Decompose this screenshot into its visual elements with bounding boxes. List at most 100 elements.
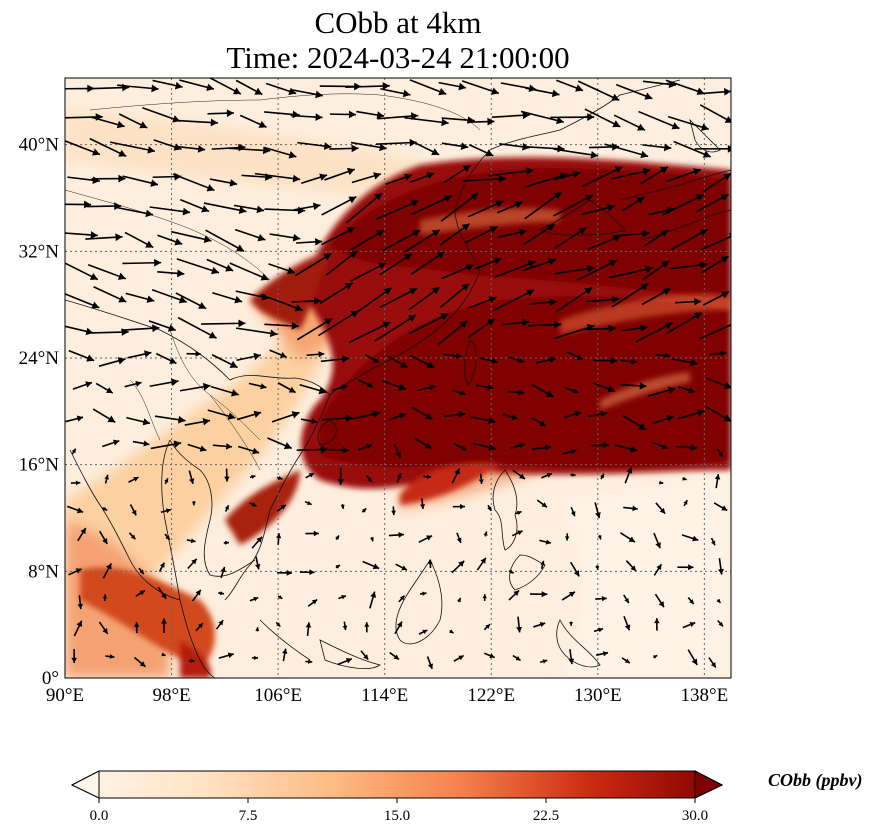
- wind-arrow-57: [375, 138, 417, 147]
- wind-arrow-239: [331, 384, 348, 392]
- wind-arrow-107: [496, 201, 524, 214]
- wind-arrow-282: [237, 445, 260, 455]
- wind-arrow-340: [594, 502, 601, 519]
- wind-arrow-283: [267, 437, 293, 450]
- lon-tick-label-5: 130°E: [574, 685, 622, 706]
- wind-arrow-392: [102, 594, 108, 602]
- wind-arrow-43: [638, 110, 680, 130]
- wind-arrow-53: [263, 146, 297, 159]
- wind-arrow-359: [483, 531, 488, 537]
- wind-arrow-303: [188, 470, 195, 485]
- wind-arrow-13: [438, 81, 467, 91]
- wind-arrow-416: [134, 622, 140, 634]
- wind-arrow-236: [248, 382, 267, 390]
- wind-arrow-335: [452, 503, 466, 510]
- wind-arrow-296: [652, 441, 669, 450]
- wind-arrow-254: [92, 408, 116, 423]
- wind-arrow-168: [260, 293, 303, 312]
- wind-arrow-144: [229, 262, 269, 281]
- wind-arrow-299: [70, 480, 81, 486]
- wind-arrow-442: [218, 652, 234, 659]
- wind-arrow-309: [365, 475, 373, 483]
- wind-arrow-74: [209, 178, 238, 187]
- wind-arrow-17: [555, 79, 584, 92]
- wind-arrow-3: [152, 79, 183, 90]
- wind-arrow-395: [191, 589, 202, 602]
- wind-arrow-82: [443, 164, 472, 184]
- wind-arrow-90: [665, 168, 702, 183]
- wind-arrow-177: [528, 298, 557, 307]
- wind-arrow-291: [510, 442, 526, 450]
- wind-arrow-148: [350, 262, 387, 282]
- wind-arrow-205: [665, 312, 703, 335]
- wind-arrow-19: [615, 83, 653, 100]
- colorbar-tick-label-0: 0.0: [90, 808, 109, 824]
- wind-arrow-327: [224, 504, 230, 512]
- wind-arrow-14: [461, 80, 500, 95]
- wind-arrow-81: [409, 172, 435, 184]
- wind-arrow-91: [702, 172, 731, 193]
- wind-arrow-210: [155, 352, 177, 365]
- wind-arrow-274: [677, 409, 705, 420]
- lon-tick-label-4: 122°E: [467, 685, 515, 706]
- wind-arrow-403: [419, 591, 427, 596]
- wind-arrow-444: [282, 648, 288, 662]
- wind-arrow-88: [611, 167, 651, 180]
- wind-arrow-439: [133, 656, 147, 668]
- wind-arrow-219: [409, 354, 435, 369]
- wind-arrow-366: [681, 534, 699, 542]
- coastlines: [65, 79, 731, 678]
- wind-arrow-215: [306, 351, 325, 358]
- wind-arrow-220: [443, 352, 462, 359]
- wind-arrow-6: [235, 79, 263, 96]
- wind-arrow-458: [687, 649, 698, 666]
- wind-arrow-426: [418, 629, 428, 635]
- wind-arrow-199: [502, 318, 530, 327]
- wind-arrow-342: [655, 502, 666, 515]
- lon-tick-label-6: 138°E: [681, 685, 729, 706]
- wind-arrow-156: [576, 259, 618, 282]
- wind-arrow-120: [205, 229, 245, 252]
- wind-arrow-435: [682, 621, 696, 629]
- wind-arrow-129: [465, 225, 498, 244]
- wind-arrow-268: [502, 413, 518, 420]
- wind-arrow-400: [338, 594, 347, 600]
- wind-arrow-330: [304, 500, 312, 506]
- wind-arrow-382: [476, 557, 487, 571]
- wind-arrow-218: [387, 355, 408, 369]
- wind-arrow-56: [350, 141, 387, 152]
- wind-arrow-101: [321, 196, 357, 216]
- wind-arrow-165: [175, 292, 207, 310]
- wind-arrow-125: [350, 229, 385, 251]
- wind-arrow-249: [621, 382, 647, 390]
- wind-arrow-261: [300, 418, 318, 425]
- wind-arrow-12: [409, 79, 447, 96]
- wind-arrow-354: [335, 535, 340, 541]
- wind-arrow-443: [251, 655, 259, 660]
- wind-arrow-55: [329, 144, 359, 153]
- wind-arrow-48: [109, 141, 156, 154]
- wind-arrow-425: [394, 621, 403, 635]
- wind-arrow-100: [293, 202, 321, 211]
- wind-arrow-275: [705, 406, 731, 423]
- wind-arrow-86: [553, 170, 581, 181]
- wind-arrow-422: [305, 622, 312, 636]
- wind-arrow-233: [149, 378, 179, 388]
- map-title: CObb at 4km: [314, 5, 482, 40]
- wind-arrow-391: [77, 595, 84, 610]
- wind-arrow-298: [716, 448, 724, 458]
- wind-arrow-37: [467, 117, 495, 126]
- wind-arrow-18: [577, 80, 620, 101]
- wind-arrow-92: [65, 200, 92, 209]
- wind-arrow-387: [625, 560, 637, 572]
- wind-arrow-186: [121, 324, 160, 333]
- wind-arrow-316: [570, 472, 576, 477]
- colorbar-max-extend: [694, 770, 724, 799]
- wind-arrow-378: [362, 560, 380, 570]
- wind-arrow-105: [440, 192, 479, 222]
- wind-arrow-441: [188, 658, 195, 663]
- wind-arrow-290: [472, 442, 496, 451]
- wind-arrow-27: [175, 118, 218, 127]
- wind-arrow-289: [453, 442, 467, 451]
- wind-arrow-110: [581, 204, 616, 216]
